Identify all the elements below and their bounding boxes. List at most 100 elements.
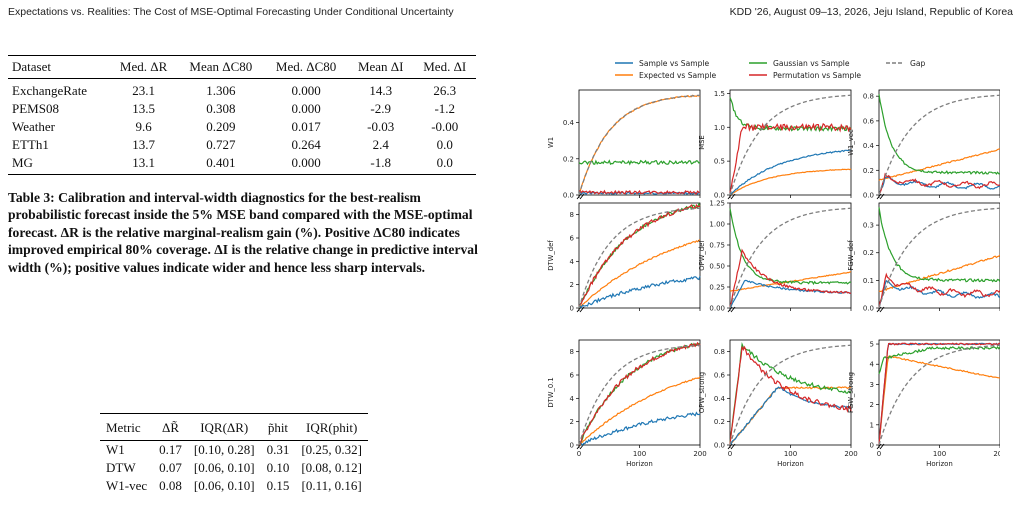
- y-tick-label: 4: [870, 361, 875, 369]
- y-axis-label: W1: [547, 137, 555, 148]
- legend-label-sample: Sample vs Sample: [639, 59, 710, 68]
- y-tick-label: 0.4: [714, 395, 726, 403]
- table-3-header-cell: Mean ΔC80: [189, 59, 253, 74]
- x-tick-label: 200: [844, 450, 857, 458]
- series-gap: [578, 207, 701, 309]
- axis-break-mark: [876, 193, 885, 200]
- y-tick-label: 0.2: [863, 249, 874, 257]
- y-tick-label: 0.6: [714, 372, 726, 380]
- legend-label-gap: Gap: [910, 59, 926, 68]
- panel-FGW_strong: 012345FGW_strong0.00.20.40.60.81.0Gap010…: [847, 339, 1000, 468]
- series-gap: [878, 94, 1000, 196]
- table-4: Metric ΔR̃ IQR(ΔR) p̃hit IQR(phit) W1 0.…: [100, 413, 368, 495]
- series-expected: [578, 94, 701, 196]
- table-cell: 1.306: [206, 83, 236, 98]
- y-tick-label: 1.5: [714, 90, 725, 98]
- table-cell: 14.3: [369, 83, 393, 98]
- table-cell: 0.209: [206, 119, 236, 134]
- y-tick-label: 0: [570, 442, 574, 450]
- table-cell: Weather: [12, 119, 55, 134]
- table-cell: -0.03: [367, 119, 395, 134]
- y-tick-label: 0.00: [709, 305, 725, 313]
- panel-DTW_0.1: 0 2 4 6 8 DTW_0.1 0 100 200 Horizon: [547, 339, 707, 468]
- panel-frame: [578, 89, 701, 196]
- x-axis-label: Horizon: [926, 460, 953, 468]
- table-cell: 0.0: [436, 137, 453, 152]
- y-tick-label: 5: [870, 341, 874, 349]
- table-cell: 0.000: [291, 155, 321, 170]
- axis-break-mark: [876, 443, 885, 450]
- table-row: Weather 9.6 0.209 0.017 -0.03 -0.00: [8, 118, 476, 136]
- panel-frame: [878, 89, 1000, 196]
- panel-DTW_def: 0 2 4 6 8 DTW_def: [547, 202, 701, 313]
- series-expected: [578, 239, 701, 309]
- y-axis-label: MSE: [698, 135, 706, 149]
- y-tick-label: 0.0: [714, 442, 725, 450]
- table-4-header-cell: ΔR̃: [162, 420, 180, 435]
- y-tick-label: 1: [870, 421, 874, 429]
- table-cell: 0.15: [266, 478, 290, 493]
- series-sample: [878, 342, 1000, 445]
- table-cell: 9.6: [135, 119, 152, 134]
- y-tick-label: 0.2: [863, 167, 874, 175]
- series-permutation: [578, 203, 701, 307]
- table-cell: 0.10: [266, 460, 290, 475]
- series-sample: [878, 279, 1000, 309]
- table-cell: DTW: [106, 460, 136, 475]
- series-permutation: [878, 172, 1000, 195]
- x-tick-label: 0: [728, 450, 732, 458]
- x-axis-label: Horizon: [626, 460, 653, 468]
- series-sample: [878, 176, 1000, 195]
- table-cell: 0.07: [159, 460, 182, 475]
- table-cell: 13.7: [132, 137, 155, 152]
- series-sample: [578, 411, 701, 446]
- table-cell: 0.08: [159, 478, 182, 493]
- table-3-header-cell: Med. ΔC80: [275, 59, 337, 74]
- table-3-header-cell: Mean ΔI: [357, 59, 404, 74]
- table-cell: [0.25, 0.32]: [301, 442, 362, 457]
- y-tick-label: 0.0: [714, 192, 725, 200]
- y-tick-label: 0: [570, 305, 574, 313]
- table-cell: 0.0: [436, 155, 453, 170]
- y-tick-label: 3: [870, 381, 874, 389]
- table-3: Dataset Med. ΔR Mean ΔC80 Med. ΔC80 Mean…: [8, 55, 476, 175]
- y-axis-label: OPW_strong: [698, 372, 706, 413]
- y-tick-label: 2: [570, 418, 574, 426]
- x-tick-label: 0: [877, 450, 881, 458]
- series-gap: [878, 344, 1000, 446]
- table-cell: [0.11, 0.16]: [301, 478, 362, 493]
- legend-item-permutation: Permutation vs Sample: [749, 71, 861, 80]
- panel-W1: 0.0 0.2 0.4 W1: [547, 89, 701, 200]
- table-cell: [0.10, 0.28]: [193, 442, 255, 457]
- series-expected: [878, 148, 1000, 181]
- y-tick-label: 1.0: [714, 124, 725, 132]
- table-cell: -1.2: [434, 101, 456, 116]
- table-cell: 0.017: [291, 119, 321, 134]
- y-tick-label: 2: [570, 281, 574, 289]
- y-tick-label: 0.50: [709, 263, 725, 271]
- y-tick-label: 0: [870, 442, 874, 450]
- axis-break-mark: [576, 306, 585, 313]
- y-axis-label: OPW_def: [698, 240, 706, 271]
- panel-MSE: 0.0 0.5 1.0 1.5 MSE: [698, 89, 852, 200]
- axis-break-mark: [727, 443, 736, 450]
- y-tick-label: 0.8: [863, 93, 874, 101]
- table-cell: 23.1: [132, 83, 155, 98]
- table-cell: 26.3: [433, 83, 457, 98]
- table-cell: -1.8: [370, 155, 392, 170]
- table-cell: W1-vec: [106, 478, 148, 493]
- y-tick-label: 0.1: [863, 277, 874, 285]
- y-tick-label: 6: [570, 372, 575, 380]
- series-gaussian: [578, 159, 701, 166]
- series-expected: [729, 168, 852, 196]
- series-gap: [729, 94, 852, 196]
- y-axis-label: W1_vec: [847, 129, 855, 156]
- x-tick-label: 100: [933, 450, 946, 458]
- legend-item-expected: Expected vs Sample: [615, 71, 717, 80]
- table-4-header-cell: IQR(phit): [306, 420, 358, 435]
- table-row: DTW 0.07 [0.06, 0.10] 0.10 [0.08, 0.12]: [100, 459, 368, 477]
- y-tick-label: 0.0: [863, 192, 874, 200]
- y-tick-label: 0.2: [563, 155, 574, 163]
- series-expected: [878, 254, 1000, 293]
